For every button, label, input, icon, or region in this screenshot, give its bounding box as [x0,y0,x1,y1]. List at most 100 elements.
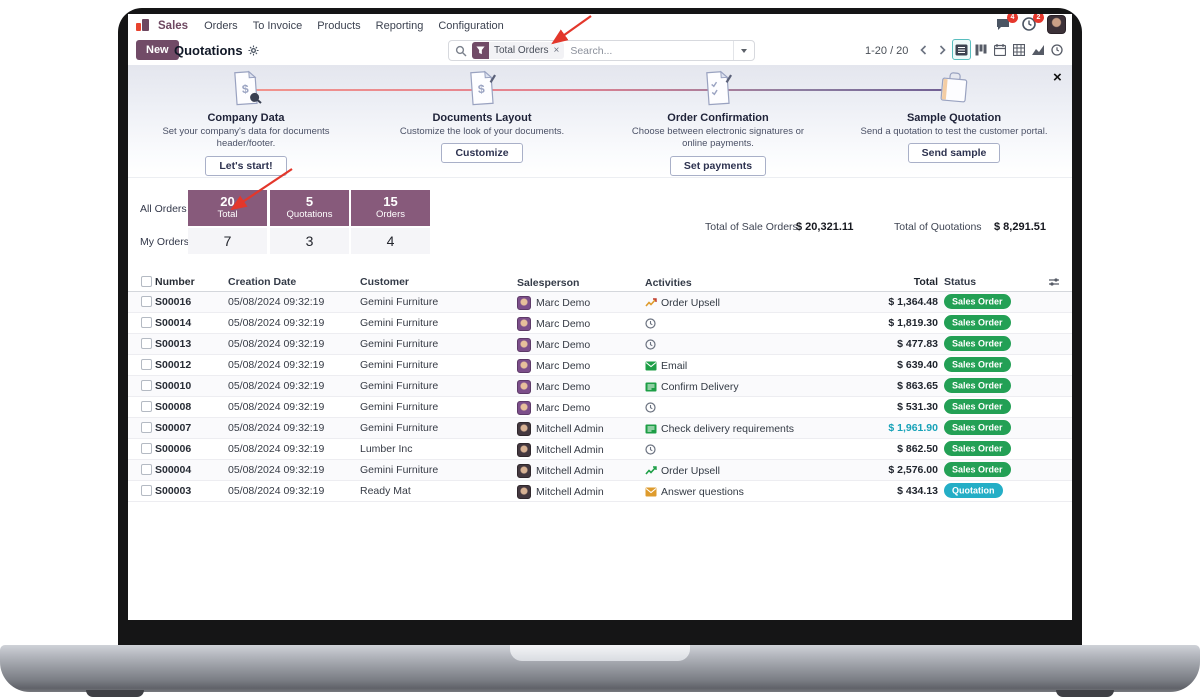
activity-cell[interactable]: Confirm Delivery [645,376,739,397]
view-graph-button[interactable] [1028,39,1047,60]
activity-cell[interactable] [645,334,656,355]
user-avatar[interactable] [1047,15,1066,34]
chart-increase-icon [645,466,657,475]
col-creation-date[interactable]: Creation Date [228,276,297,288]
pager-previous-button[interactable] [916,41,934,59]
col-total[interactable]: Total [913,276,938,288]
view-kanban-button[interactable] [971,39,990,60]
page-title: Quotations [174,43,243,58]
activity-cell[interactable] [645,397,656,418]
row-checkbox[interactable] [141,359,152,370]
col-salesperson[interactable]: Salesperson [517,276,580,289]
table-row[interactable]: S00012 05/08/2024 09:32:19 Gemini Furnit… [128,355,1072,376]
activity-cell[interactable] [645,439,656,460]
all-orders-quotations-box[interactable]: 5 Quotations [270,190,349,226]
order-number: S00006 [155,443,192,455]
app-menu-sales[interactable]: Sales [158,19,189,32]
row-checkbox[interactable] [141,338,152,349]
col-customer[interactable]: Customer [360,276,410,288]
customize-button[interactable]: Customize [441,143,523,164]
nav-item-to-invoice[interactable]: To Invoice [252,19,303,32]
facet-remove-icon[interactable]: × [553,45,560,56]
select-all-checkbox[interactable] [141,276,152,287]
view-pivot-button[interactable] [1009,39,1028,60]
my-orders-quotations-box[interactable]: 3 [270,228,349,254]
order-number: S00003 [155,485,192,497]
table-row[interactable]: S00016 05/08/2024 09:32:19 Gemini Furnit… [128,292,1072,313]
avatar [517,337,531,352]
total-quotations-value: $ 8,291.51 [994,221,1046,233]
table-row[interactable]: S00004 05/08/2024 09:32:19 Gemini Furnit… [128,460,1072,481]
creation-date: 05/08/2024 09:32:19 [228,317,325,329]
row-checkbox[interactable] [141,317,152,328]
activity-cell[interactable]: Order Upsell [645,460,720,481]
nav-item-reporting[interactable]: Reporting [375,19,424,32]
order-number: S00008 [155,401,192,413]
col-number[interactable]: Number [155,276,195,288]
creation-date: 05/08/2024 09:32:19 [228,464,325,476]
total-quotations-label: Total of Quotations [894,221,982,233]
order-number: S00016 [155,296,192,308]
step-description: Choose between electronic signatures or … [631,126,805,150]
my-orders-total-box[interactable]: 7 [188,228,267,254]
activity-cell[interactable]: Check delivery requirements [645,418,794,439]
table-row[interactable]: S00007 05/08/2024 09:32:19 Gemini Furnit… [128,418,1072,439]
nav-item-configuration[interactable]: Configuration [438,19,504,32]
search-bar[interactable]: Total Orders × [448,40,755,61]
order-total: $ 2,576.00 [888,464,938,476]
row-checkbox[interactable] [141,443,152,454]
nav-item-products[interactable]: Products [317,19,361,32]
close-icon[interactable]: × [1053,69,1062,86]
table-row[interactable]: S00008 05/08/2024 09:32:19 Gemini Furnit… [128,397,1072,418]
creation-date: 05/08/2024 09:32:19 [228,443,325,455]
row-checkbox[interactable] [141,401,152,412]
row-checkbox[interactable] [141,380,152,391]
avatar [517,379,531,394]
gear-icon[interactable] [248,45,259,56]
lets-start-button[interactable]: Let's start! [205,155,287,176]
activity-cell[interactable]: Order Upsell [645,292,720,313]
view-calendar-button[interactable] [990,39,1009,60]
search-dropdown-toggle[interactable] [733,41,754,60]
customer-name: Gemini Furniture [360,422,439,434]
set-payments-button[interactable]: Set payments [669,155,767,176]
avatar [517,316,531,331]
pager-counter: 1-20 / 20 [865,45,909,57]
activity-label: Answer questions [661,485,744,498]
row-checkbox[interactable] [141,464,152,475]
pager-next-button[interactable] [934,41,952,59]
step-description: Send a quotation to test the customer po… [860,126,1048,137]
activity-cell[interactable]: Email [645,355,687,376]
avatar [517,463,531,478]
table-row[interactable]: S00006 05/08/2024 09:32:19 Lumber Inc Mi… [128,439,1072,460]
activities-clock-icon[interactable]: 2 [1021,14,1044,33]
creation-date: 05/08/2024 09:32:19 [228,422,325,434]
row-checkbox[interactable] [141,422,152,433]
nav-item-orders[interactable]: Orders [204,19,238,32]
onboarding-step-sample-quotation: Sample Quotation Send a quotation to tes… [849,69,1059,164]
view-activity-button[interactable] [1047,39,1066,60]
optional-columns-icon[interactable] [1048,276,1060,288]
col-status[interactable]: Status [944,276,977,288]
all-orders-quotations-value: 5 [305,194,314,209]
activity-cell[interactable] [645,313,656,334]
table-row[interactable]: S00014 05/08/2024 09:32:19 Gemini Furnit… [128,313,1072,334]
table-row[interactable]: S00013 05/08/2024 09:32:19 Gemini Furnit… [128,334,1072,355]
my-orders-orders-box[interactable]: 4 [351,228,430,254]
table-row[interactable]: S00003 05/08/2024 09:32:19 Ready Mat Mit… [128,481,1072,502]
order-number: S00012 [155,359,192,371]
new-button[interactable]: New [136,40,179,60]
row-checkbox[interactable] [141,485,152,496]
document-checklist-icon [613,69,823,111]
table-row[interactable]: S00010 05/08/2024 09:32:19 Gemini Furnit… [128,376,1072,397]
all-orders-total-box[interactable]: 20 Total [188,190,267,226]
row-checkbox[interactable] [141,296,152,307]
messages-icon[interactable]: 4 [995,14,1018,33]
col-activities[interactable]: Activities [645,276,692,289]
all-orders-orders-box[interactable]: 15 Orders [351,190,430,226]
clock-icon [645,318,656,329]
activity-cell[interactable]: Answer questions [645,481,744,502]
send-sample-button[interactable]: Send sample [907,143,1001,164]
view-list-button[interactable] [952,39,971,60]
search-input[interactable] [564,44,733,57]
